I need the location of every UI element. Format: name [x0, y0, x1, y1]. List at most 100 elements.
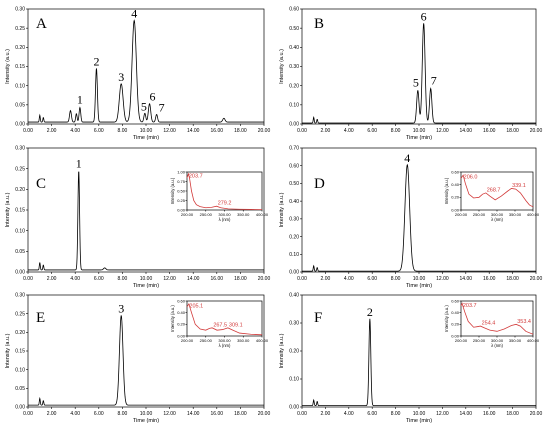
y-tick-label: 0.40	[289, 293, 299, 299]
x-tick-label: 14.00	[187, 276, 200, 282]
y-tick-label: 0.05	[15, 386, 25, 392]
x-axis-label: Time (min)	[406, 418, 432, 424]
chromatogram-trace	[28, 315, 264, 406]
x-axis-label: Time (min)	[133, 283, 159, 289]
y-tick-label: 0.30	[289, 64, 299, 70]
inset-x-tick-label: 400.00	[256, 212, 269, 217]
x-tick-label: 14.00	[187, 411, 200, 417]
y-tick-label: 0.15	[15, 208, 25, 214]
x-tick-label: 16.00	[483, 276, 496, 282]
x-tick-label: 2.00	[47, 411, 57, 417]
y-tick-label: 0.30	[15, 293, 25, 299]
peak-label: 4	[404, 151, 410, 165]
inset-y-tick-label: 0.40	[451, 182, 460, 187]
x-tick-label: 16.00	[211, 128, 224, 134]
inset-x-tick-label: 300.00	[218, 212, 231, 217]
x-tick-label: 16.00	[483, 411, 496, 417]
x-tick-label: 8.00	[391, 128, 401, 134]
peak-label: 6	[421, 9, 427, 23]
inset-y-tick-label: 0.00	[451, 333, 460, 338]
inset-y-tick-label: 0.00	[177, 333, 186, 338]
y-tick-label: 0.40	[289, 45, 299, 51]
y-tick-label: 0.10	[289, 377, 299, 383]
peak-label: 5	[413, 75, 419, 89]
y-tick-label: 0.10	[15, 367, 25, 373]
x-tick-label: 20.00	[258, 276, 271, 282]
x-tick-label: 20.00	[258, 128, 271, 134]
y-tick-label: 0.30	[15, 7, 25, 13]
panel-letter: B	[314, 16, 324, 32]
chromatogram-trace	[28, 19, 264, 123]
inset-y-tick-label: 0.60	[451, 298, 460, 303]
y-axis-label: Intensity (a.u.)	[279, 192, 285, 227]
y-tick-label: 0.10	[289, 252, 299, 258]
x-tick-label: 20.00	[530, 411, 543, 417]
y-tick-label: 0.15	[15, 64, 25, 70]
x-tick-label: 12.00	[163, 128, 176, 134]
inset-x-tick-label: 350.00	[509, 338, 522, 343]
x-tick-label: 10.00	[140, 411, 153, 417]
x-tick-label: 10.00	[413, 128, 426, 134]
x-tick-label: 18.00	[506, 128, 519, 134]
inset-x-tick-label: 400.00	[527, 212, 540, 217]
chromatogram-trace	[302, 23, 536, 124]
y-tick-label: 0.15	[15, 349, 25, 355]
inset-y-tick-label: 0.00	[451, 207, 460, 212]
inset-y-tick-label: 0.20	[451, 322, 460, 327]
inset-x-tick-label: 200.00	[455, 338, 468, 343]
y-axis-label: Intensity (a.u.)	[5, 192, 11, 227]
inset-x-tick-label: 350.00	[237, 338, 250, 343]
inset-y-tick-label: 0.20	[451, 195, 460, 200]
x-tick-label: 6.00	[94, 276, 104, 282]
inset-peak-label: 254.4	[482, 321, 496, 327]
inset-x-tick-label: 400.00	[256, 338, 269, 343]
y-tick-label: 0.05	[15, 103, 25, 109]
inset-y-axis-label: Intensity (a.u.)	[170, 177, 175, 204]
x-tick-label: 0.00	[23, 128, 33, 134]
x-tick-label: 12.00	[163, 276, 176, 282]
x-tick-label: 0.00	[297, 276, 307, 282]
y-tick-label: 0.20	[15, 330, 25, 336]
x-tick-label: 10.00	[413, 411, 426, 417]
x-tick-label: 12.00	[436, 276, 449, 282]
inset-x-tick-label: 200.00	[181, 212, 194, 217]
x-tick-label: 6.00	[94, 128, 104, 134]
y-tick-label: 0.10	[15, 228, 25, 234]
x-tick-label: 0.00	[297, 128, 307, 134]
x-tick-label: 2.00	[47, 276, 57, 282]
chromatogram-trace	[28, 171, 264, 271]
inset-y-tick-label: 1.00	[177, 169, 186, 174]
x-tick-label: 10.00	[140, 276, 153, 282]
chart-panel-f: 0.00 2.00 4.00 6.00 8.00 10.00 12.00 14.00 16.00…	[279, 293, 542, 424]
inset-y-tick-label: 0.60	[177, 298, 186, 303]
inset-peak-label: 267.5	[213, 322, 227, 328]
inset-x-tick-label: 200.00	[455, 212, 468, 217]
inset-x-tick-label: 400.00	[527, 338, 540, 343]
peak-label: 3	[118, 302, 124, 316]
inset-x-tick-label: 350.00	[237, 212, 250, 217]
plot-frame	[301, 294, 537, 408]
y-tick-label: 0.30	[289, 217, 299, 223]
inset-y-tick-label: 0.75	[177, 179, 186, 184]
x-tick-label: 8.00	[118, 128, 128, 134]
peak-label: 1	[77, 93, 83, 107]
x-tick-label: 18.00	[506, 411, 519, 417]
inset-y-tick-label: 0.20	[177, 322, 186, 327]
x-tick-label: 0.00	[23, 411, 33, 417]
uv-spectrum-trace	[186, 302, 263, 336]
x-tick-label: 2.00	[321, 411, 331, 417]
y-tick-label: 0.10	[15, 83, 25, 89]
x-tick-label: 18.00	[234, 411, 247, 417]
inset-peak-label: 268.7	[487, 187, 501, 193]
peak-label: 5	[141, 99, 147, 113]
y-axis-label: Intensity (a.u.)	[279, 333, 285, 368]
x-tick-label: 4.00	[70, 128, 80, 134]
y-tick-label: 0.20	[289, 234, 299, 240]
y-tick-label: 0.30	[289, 321, 299, 327]
y-tick-label: 0.60	[289, 7, 299, 13]
y-tick-label: 0.30	[15, 146, 25, 152]
peak-label: 7	[431, 74, 437, 88]
uv-spectrum-inset: 200.00 250.00 300.00 350.00 400.00 0.00 0.25 0.…	[170, 169, 269, 222]
y-tick-label: 0.00	[15, 122, 25, 128]
x-tick-label: 16.00	[211, 276, 224, 282]
